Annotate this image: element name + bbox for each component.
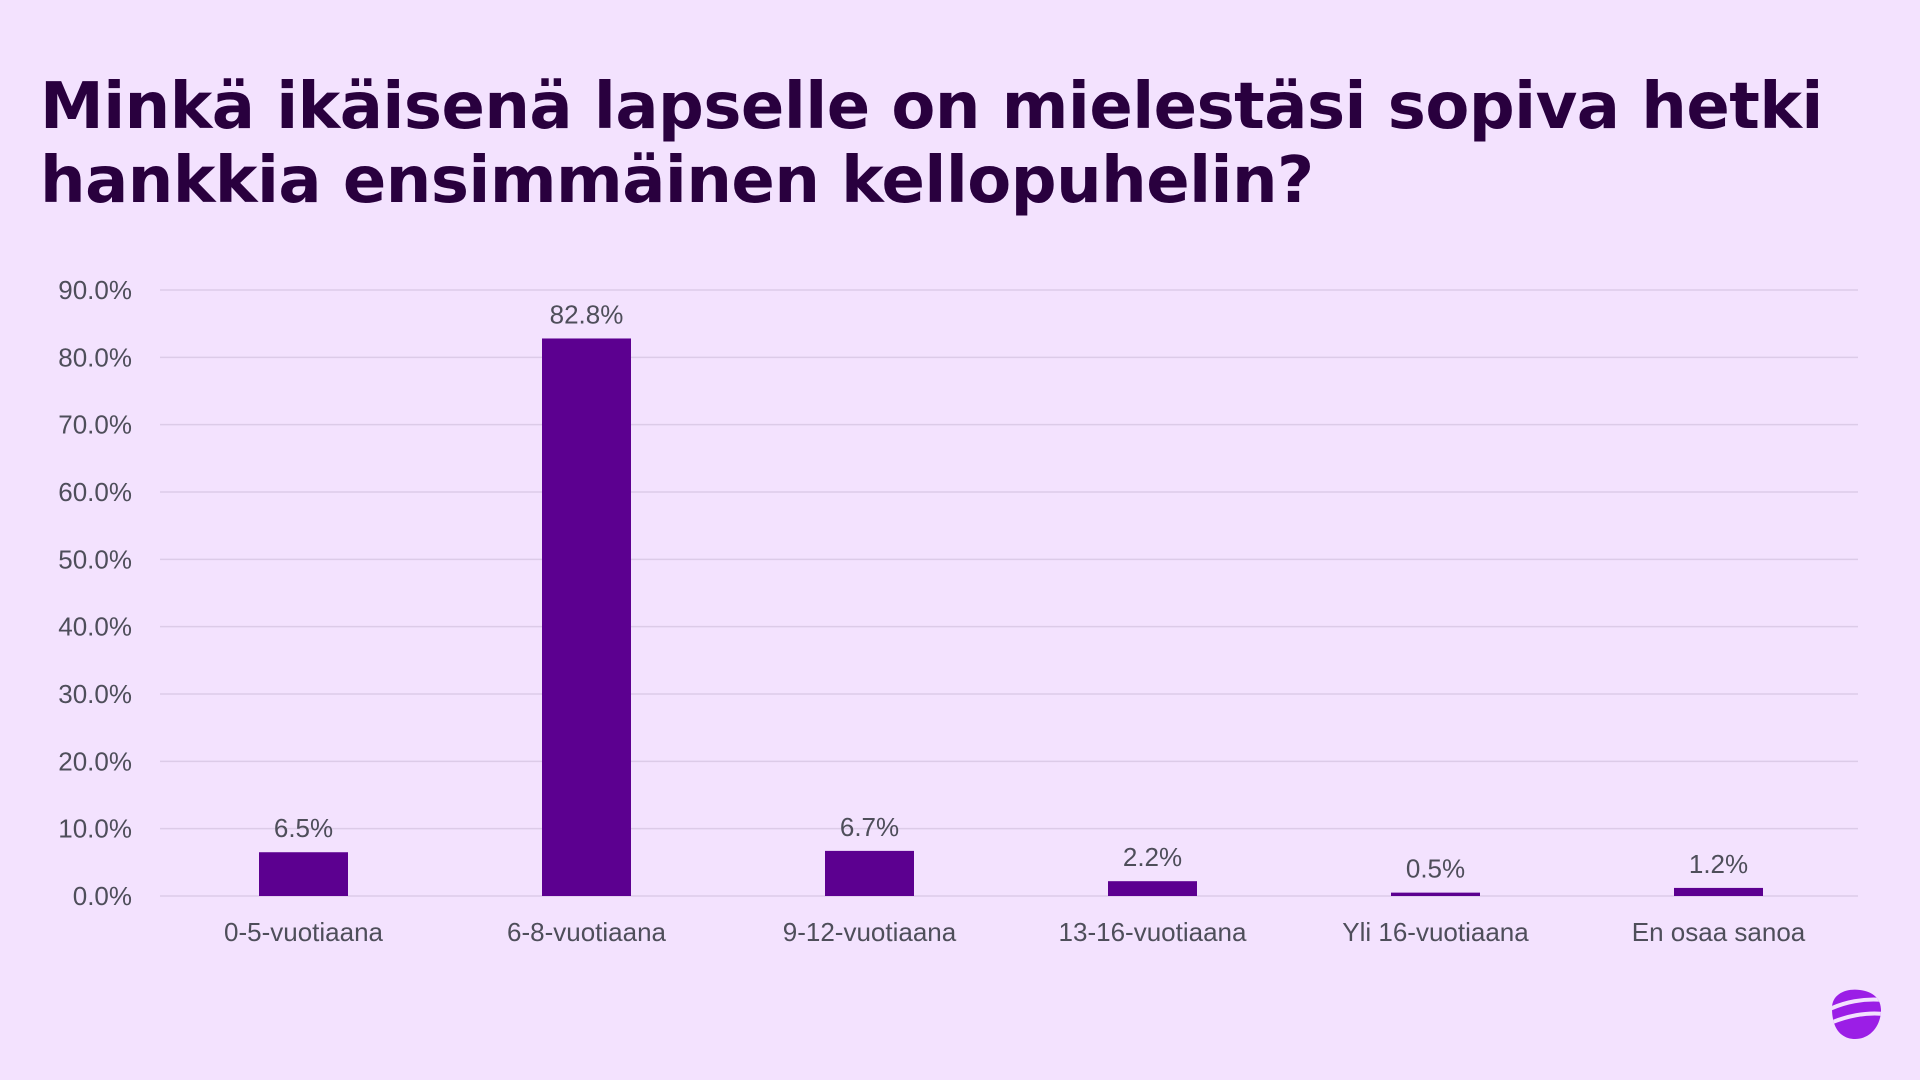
bar-data-label: 0.5%	[1406, 854, 1465, 884]
brand-pebble-logo-icon	[1832, 989, 1882, 1040]
x-axis-category-labels: 0-5-vuotiaana 6-8-vuotiaana 9-12-vuotiaana…	[224, 917, 1806, 947]
x-category-label: Yli 16-vuotiaana	[1342, 917, 1529, 947]
bar	[1674, 887, 1763, 896]
chart-title: Minkä ikäisenä lapselle on mielestäsi so…	[40, 70, 1823, 218]
bar	[1391, 892, 1480, 896]
bar	[825, 850, 914, 896]
bar-data-label: 82.8%	[550, 299, 624, 329]
bar	[259, 852, 348, 896]
y-tick-label: 30.0%	[58, 679, 132, 709]
y-tick-label: 40.0%	[58, 612, 132, 642]
bar-data-label: 6.5%	[274, 813, 333, 843]
x-category-label: En osaa sanoa	[1632, 917, 1806, 947]
y-tick-label: 50.0%	[58, 544, 132, 574]
x-category-label: 0-5-vuotiaana	[224, 917, 384, 947]
bar	[1108, 881, 1197, 896]
bars	[259, 338, 1763, 897]
bar-data-label: 6.7%	[840, 812, 899, 842]
x-category-label: 13-16-vuotiaana	[1059, 917, 1247, 947]
bar-data-label: 1.2%	[1689, 849, 1748, 879]
x-category-label: 6-8-vuotiaana	[507, 917, 667, 947]
y-tick-label: 70.0%	[58, 410, 132, 440]
bar	[542, 338, 631, 897]
x-category-label: 9-12-vuotiaana	[783, 917, 957, 947]
gridlines	[160, 289, 1858, 897]
chart-title-line-2: hankkia ensimmäinen kellopuhelin?	[40, 144, 1314, 218]
y-tick-label: 60.0%	[58, 477, 132, 507]
y-tick-label: 0.0%	[73, 881, 132, 911]
y-tick-label: 90.0%	[58, 275, 132, 305]
data-labels: 6.5% 82.8% 6.7% 2.2% 0.5% 1.2%	[274, 299, 1748, 883]
chart-title-line-1: Minkä ikäisenä lapselle on mielestäsi so…	[40, 70, 1823, 144]
y-tick-label: 10.0%	[58, 814, 132, 844]
y-axis-tick-labels: 0.0% 10.0% 20.0% 30.0% 40.0% 50.0% 60.0% 70.0% 8…	[58, 275, 132, 911]
y-tick-label: 80.0%	[58, 342, 132, 372]
bar-data-label: 2.2%	[1123, 842, 1182, 872]
y-tick-label: 20.0%	[58, 746, 132, 776]
